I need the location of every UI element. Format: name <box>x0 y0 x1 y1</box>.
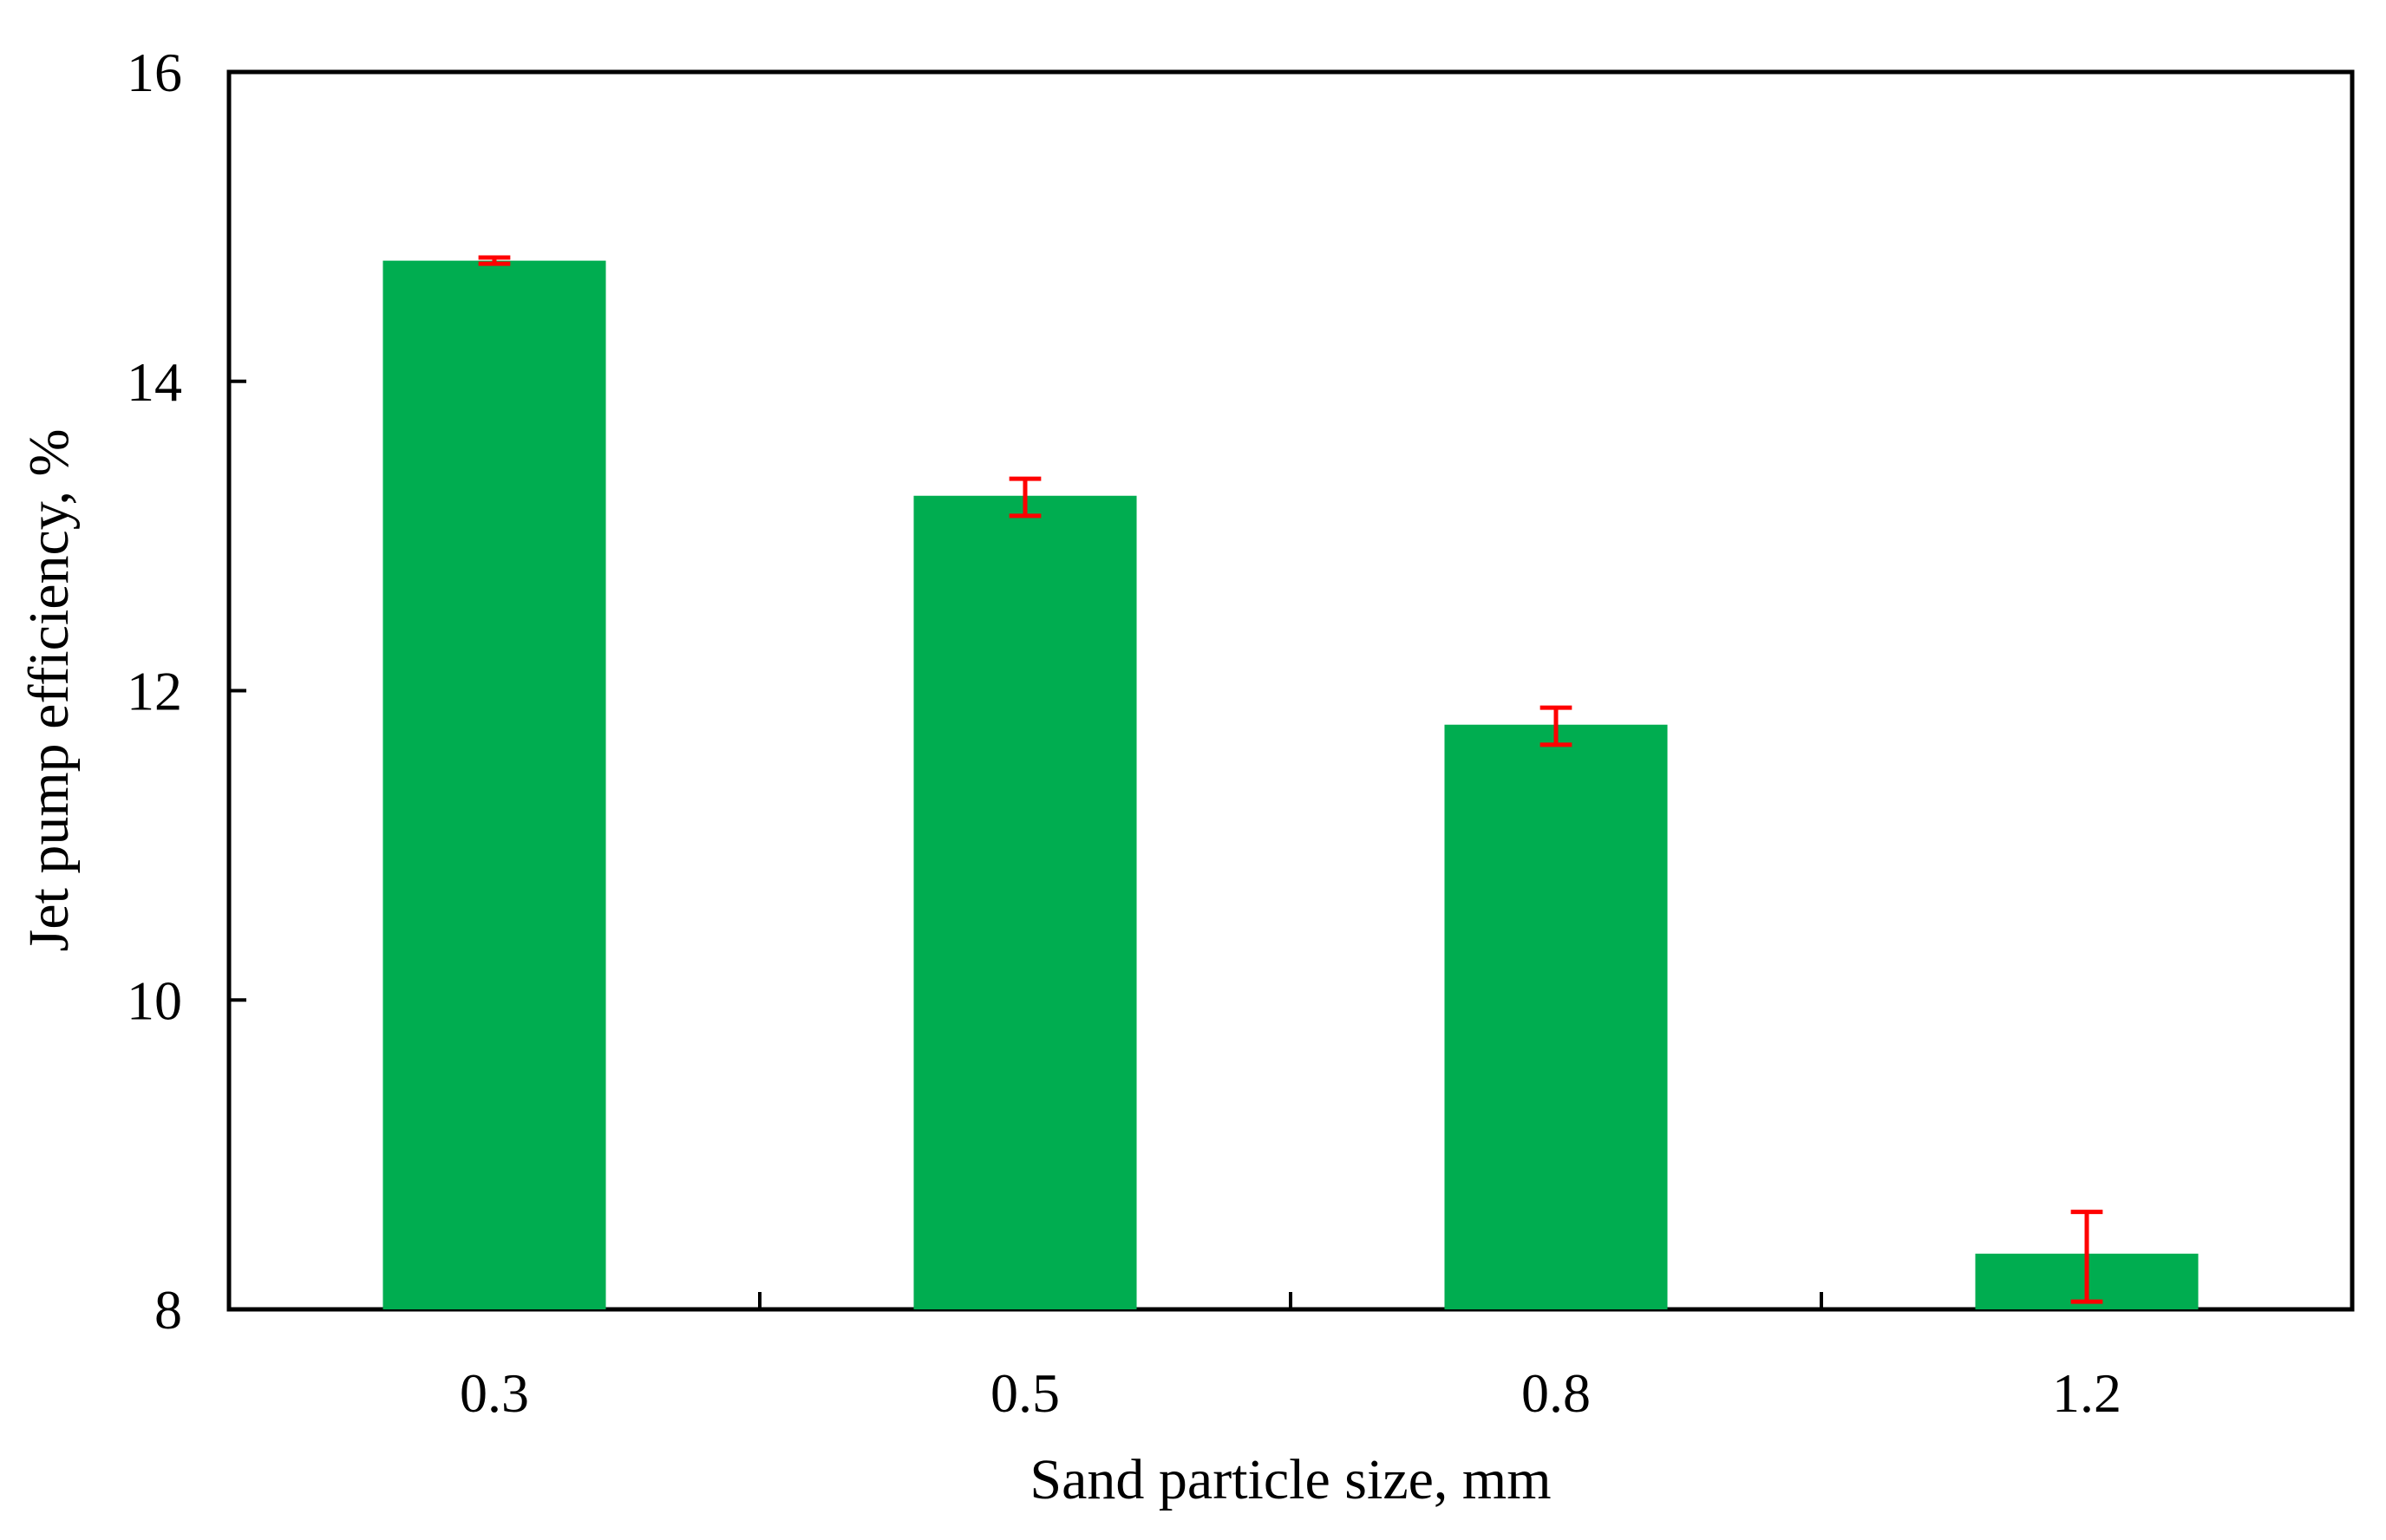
x-tick-label-0.5: 0.5 <box>990 1362 1060 1424</box>
bar-0.5 <box>913 495 1137 1309</box>
x-tick-label-0.8: 0.8 <box>1521 1362 1591 1424</box>
x-tick-label-1.2: 1.2 <box>2052 1362 2121 1424</box>
y-tick-label-8: 8 <box>154 1279 182 1341</box>
y-axis-ticks: 8 10 12 14 16 <box>127 42 246 1341</box>
y-axis-label: Jet pump efficiency, % <box>17 429 81 952</box>
y-tick-label-12: 12 <box>127 661 182 722</box>
x-tick-label-0.3: 0.3 <box>460 1362 529 1424</box>
error-bars-group <box>478 255 2103 1304</box>
x-axis-label: Sand particle size, mm <box>1030 1448 1551 1511</box>
x-axis-ticks: 0.3 0.5 0.8 1.2 <box>460 1292 2121 1424</box>
y-tick-label-16: 16 <box>127 42 182 103</box>
bars-group <box>382 260 2199 1310</box>
y-tick-label-10: 10 <box>127 969 182 1031</box>
bar-0.8 <box>1444 724 1668 1309</box>
y-tick-label-14: 14 <box>127 351 182 413</box>
bar-0.3 <box>382 260 606 1310</box>
